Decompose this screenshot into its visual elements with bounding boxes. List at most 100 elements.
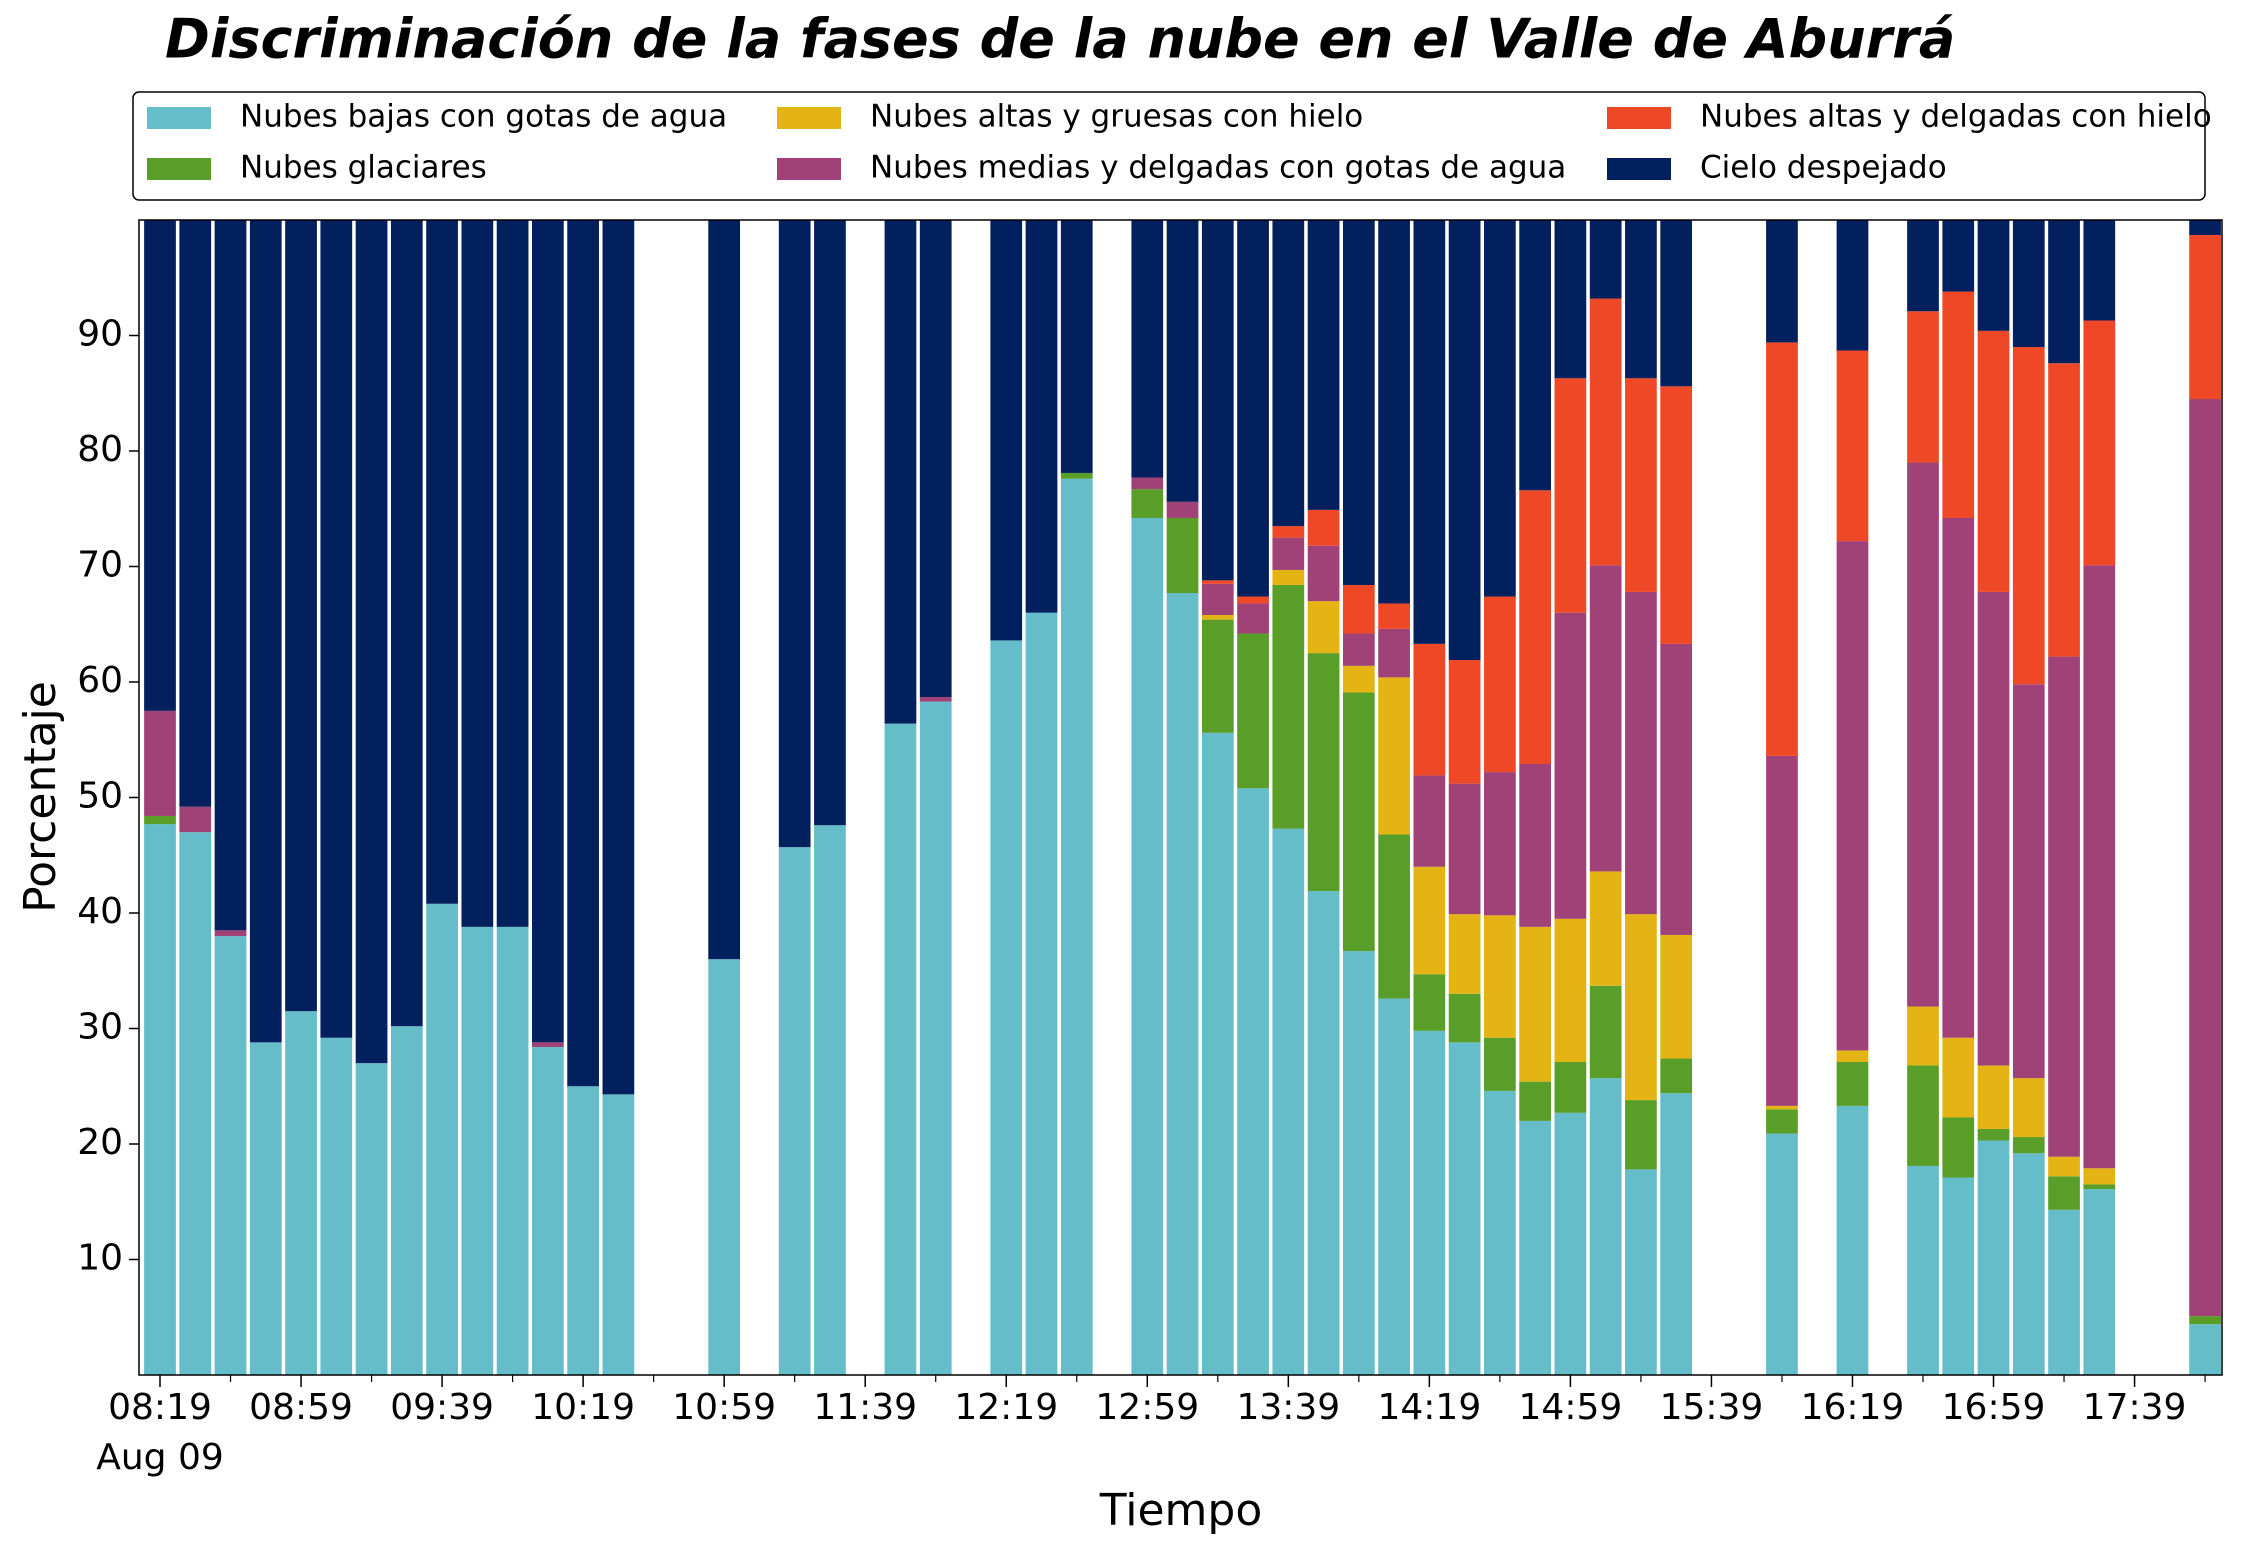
bar-segment (990, 220, 1023, 641)
bar-segment (1519, 764, 1552, 927)
bar-segment (1942, 1117, 1975, 1178)
bar-segment (1977, 330, 2010, 592)
bar-segment (1554, 1112, 1587, 1375)
bar-segment (1625, 1169, 1657, 1375)
bar-segment (531, 1046, 564, 1375)
bar-segment (602, 220, 635, 1095)
bar-segment (884, 723, 917, 1375)
bar-segment (249, 220, 282, 1043)
bar-segment (919, 697, 952, 702)
bar-segment (1237, 788, 1269, 1375)
bar-segment (1272, 569, 1305, 585)
bar-segment (2048, 1176, 2080, 1210)
bar-segment (1025, 220, 1058, 613)
x-tick-label: 14:19 (1377, 1387, 1481, 1428)
bar-segment (1131, 220, 1164, 478)
bar-segment (1484, 915, 1516, 1038)
bar-segment (1625, 220, 1657, 379)
bar-segment (1942, 220, 1975, 292)
y-axis-label: Porcentaje (15, 681, 66, 913)
bar-segment (1060, 478, 1093, 1376)
bar-segment (1484, 772, 1516, 916)
legend-label: Nubes altas y delgadas con hielo (1700, 99, 2212, 135)
bar-segment (1413, 643, 1446, 776)
bar-segment (1766, 1133, 1798, 1375)
bar-segment (567, 220, 599, 1087)
bar-segment (1907, 462, 1939, 1007)
bar-segment (2048, 1209, 2080, 1375)
bar-segment (2048, 220, 2080, 364)
bar-segment (1977, 1128, 2010, 1141)
bar-segment (1307, 891, 1340, 1375)
bar-segment (2083, 1189, 2116, 1375)
bar-segment (531, 1042, 564, 1047)
bar-segment (461, 220, 494, 927)
bar-segment (1907, 311, 1939, 463)
bar-segment (1519, 1120, 1552, 1375)
bar-segment (144, 824, 176, 1375)
bar-segment (1307, 653, 1340, 892)
bar-segment (355, 1063, 388, 1375)
bar-segment (1448, 993, 1481, 1043)
bar-segment (1378, 998, 1410, 1375)
bar-segment (1272, 526, 1305, 538)
bar-segment (1660, 386, 1693, 644)
bar-segment (778, 847, 811, 1375)
bar-segment (144, 710, 176, 816)
x-tick-label: 11:39 (813, 1387, 917, 1428)
bar-segment (2048, 656, 2080, 1157)
bar-segment (1660, 643, 1693, 935)
y-tick-label: 60 (77, 660, 123, 701)
bar-segment (1060, 472, 1093, 479)
y-tick-label: 80 (77, 429, 123, 470)
legend-swatch (777, 158, 841, 180)
bar-segment (919, 220, 952, 698)
bar-segment (461, 926, 494, 1375)
x-tick-label: 08:19 (108, 1387, 212, 1428)
bar-segment (1554, 612, 1587, 919)
bar-segment (1836, 1061, 1869, 1106)
bar-segment (1237, 220, 1269, 597)
x-tick-label: 12:59 (1095, 1387, 1199, 1428)
bar-segment (2189, 235, 2221, 400)
bar-segment (1519, 220, 1552, 491)
bar-segment (1448, 783, 1481, 915)
bar-segment (2189, 1316, 2221, 1325)
x-tick-label: 16:59 (1942, 1387, 2046, 1428)
bar-segment (1554, 1061, 1587, 1113)
bar-segment (1519, 490, 1552, 765)
bar-segment (1307, 220, 1340, 510)
legend-label: Nubes bajas con gotas de agua (240, 99, 727, 135)
legend-swatch (1607, 107, 1671, 129)
y-tick-label: 50 (77, 776, 123, 817)
bar-segment (144, 815, 176, 825)
bar-segment (2189, 399, 2221, 1317)
bar-segment (1342, 633, 1375, 666)
bar-segment (1378, 603, 1410, 629)
bar-segment (1660, 934, 1693, 1059)
bar-segment (2012, 220, 2045, 348)
bar-segment (285, 220, 317, 1012)
bar-segment (1942, 1037, 1975, 1118)
y-tick-label: 30 (77, 1007, 123, 1048)
y-tick-label: 10 (77, 1238, 123, 1279)
legend-label: Nubes medias y delgadas con gotas de agu… (870, 150, 1566, 186)
legend-label: Nubes glaciares (240, 150, 487, 186)
bar-segment (1201, 619, 1234, 733)
bar-segment (1766, 1109, 1798, 1134)
bar-segment (1484, 1037, 1516, 1091)
bar-segment (1166, 501, 1199, 518)
bar-segment (2012, 1137, 2045, 1154)
x-axis-label: Tiempo (1099, 1485, 1263, 1536)
bar-segment (1342, 692, 1375, 952)
bar-segment (179, 832, 212, 1375)
legend-swatch (1607, 158, 1671, 180)
bar-segment (426, 903, 458, 1375)
bar-segment (1942, 517, 1975, 1038)
bar-segment (320, 1037, 353, 1375)
bar-segment (2012, 347, 2045, 685)
bar-segment (2189, 220, 2221, 236)
bar-segment (1836, 541, 1869, 1051)
bar-segment (496, 220, 529, 927)
